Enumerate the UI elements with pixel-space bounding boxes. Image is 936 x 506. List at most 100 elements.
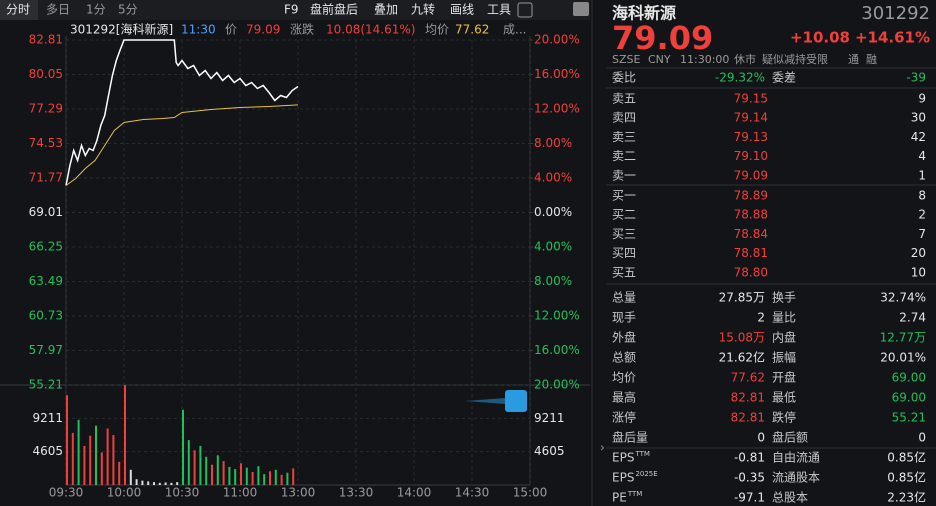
volume-bar	[193, 450, 196, 485]
volume-bar	[170, 482, 173, 485]
volume-bar	[199, 445, 202, 485]
wp-icon[interactable]	[573, 2, 589, 16]
average-line	[65, 104, 299, 186]
book-price: 78.80	[734, 265, 768, 279]
stat-label: 振幅	[772, 350, 796, 365]
stat-value: 0	[918, 431, 926, 445]
collapse-arrow[interactable]: ›	[600, 441, 605, 455]
tool[interactable]: 工具	[487, 3, 511, 17]
y2-tick-label: 20.00%	[534, 33, 580, 47]
stat-label: 盘后额	[772, 430, 808, 445]
x-tick-label: 14:30	[455, 486, 490, 500]
tab[interactable]: 分时	[6, 3, 30, 17]
book-price: 78.81	[734, 246, 768, 260]
book-volume: 9	[918, 92, 926, 106]
info-name: 301292[海科新源]	[70, 22, 173, 37]
book-label: 卖二	[612, 149, 636, 163]
x-tick-label: 15:00	[513, 486, 548, 500]
y2-tick-label: 16.00%	[534, 343, 580, 357]
tab[interactable]: 多日	[46, 3, 70, 17]
tag: 休市	[734, 52, 756, 66]
volume-bar	[182, 409, 184, 485]
volume-bar	[222, 461, 225, 485]
book-label: 卖四	[612, 111, 636, 125]
stat-label: 最高	[612, 390, 636, 405]
volume-bar	[292, 468, 295, 485]
book-price: 78.84	[734, 227, 768, 241]
floating-button[interactable]	[505, 390, 527, 412]
active-tab	[0, 0, 38, 20]
ratio-value: -29.32%	[715, 71, 765, 85]
info-more: 成...	[503, 23, 526, 37]
settings-icon[interactable]	[517, 2, 533, 18]
book-volume: 20	[911, 246, 926, 260]
tab[interactable]: 5分	[118, 3, 138, 17]
volume-bar	[77, 419, 80, 485]
stat-value: 77.62	[731, 371, 765, 385]
ratio-label: 委比	[612, 71, 636, 85]
stat-value: 0.85亿	[887, 450, 926, 465]
stat-value: 21.62亿	[719, 350, 765, 365]
volume-bar	[211, 464, 213, 485]
volume-bar	[129, 469, 132, 485]
tool[interactable]: 盘前盘后	[310, 2, 358, 17]
volume-bar	[269, 471, 271, 485]
book-price: 79.13	[734, 130, 768, 144]
volume-bar	[141, 480, 144, 485]
info-avg: 77.62	[455, 23, 489, 37]
x-tick-label: 11:00	[223, 486, 258, 500]
stat-label: PE	[612, 491, 627, 505]
book-volume: 7	[918, 227, 926, 241]
y-tick-label: 57.97	[29, 343, 63, 357]
volume-bar	[153, 482, 155, 485]
tab[interactable]: 1分	[86, 3, 106, 17]
volume-bar	[228, 466, 231, 485]
book-price: 79.14	[734, 111, 768, 125]
book-price: 78.89	[734, 189, 768, 203]
stat-value: 82.81	[731, 391, 765, 405]
x-tick-label: 10:30	[165, 486, 200, 500]
toolbar	[0, 0, 590, 20]
stat-value: 0	[757, 431, 765, 445]
stat-label: 换手	[772, 291, 796, 305]
volume-bar	[112, 435, 115, 485]
volume-bar	[83, 445, 86, 485]
volume-bar	[95, 425, 97, 485]
y2-tick-label: 0.00%	[534, 205, 572, 219]
stat-value: -0.35	[734, 471, 765, 485]
tool[interactable]: 叠加	[374, 3, 398, 17]
book-label: 买二	[612, 208, 636, 222]
x-tick-label: 13:30	[339, 486, 374, 500]
volume-bar	[216, 455, 219, 485]
volume-bar	[245, 467, 248, 485]
stat-label-sup: 2025E	[635, 470, 657, 478]
volume-bar	[286, 472, 289, 485]
stat-value: 69.00	[892, 391, 926, 405]
stat-value: 55.21	[892, 411, 926, 425]
book-volume: 42	[911, 130, 926, 144]
info-change-label: 涨跌	[290, 22, 314, 37]
stat-label: 盘后量	[612, 430, 648, 445]
y2-tick-label: 20.00%	[534, 378, 580, 392]
x-tick-label: 10:00	[107, 486, 142, 500]
y2-tick-label: 16.00%	[534, 67, 580, 81]
y-tick-label: 80.05	[29, 67, 63, 81]
book-price: 79.15	[734, 92, 768, 106]
stat-value: 2.23亿	[887, 490, 926, 505]
volume-bar	[274, 469, 277, 485]
stat-label: EPS	[612, 451, 634, 465]
tool[interactable]: 九转	[411, 2, 435, 17]
stat-label: 涨停	[612, 410, 636, 425]
stat-label: 量比	[772, 311, 796, 325]
y-tick-label: 71.77	[29, 171, 63, 185]
tag: 11:30:00	[680, 53, 729, 66]
change-pct: +14.61%	[855, 29, 930, 47]
y-tick-label: 77.29	[29, 102, 63, 116]
book-volume: 8	[918, 189, 926, 203]
y-tick-label: 69.01	[29, 205, 63, 219]
tool[interactable]: F9	[284, 3, 299, 17]
volume-bar	[158, 482, 161, 485]
volume-bar	[164, 482, 167, 485]
stat-label: 流通股本	[772, 471, 820, 485]
tool[interactable]: 画线	[450, 3, 474, 17]
